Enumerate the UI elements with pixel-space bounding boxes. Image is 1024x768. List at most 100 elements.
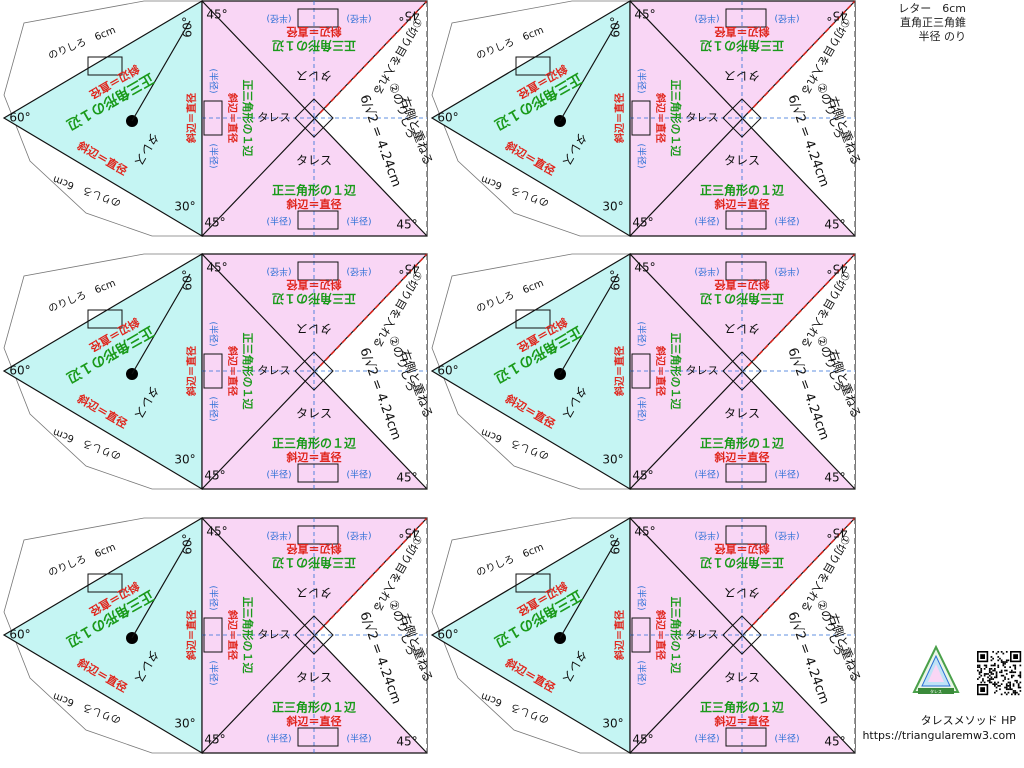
radius-tr: (半径) <box>774 13 799 25</box>
radius-line <box>559 273 619 375</box>
angle-45-d: 45° <box>396 735 417 749</box>
center-diamond <box>294 98 334 138</box>
thales-left: タレス <box>258 628 291 641</box>
side-bottom: 斜辺＝直径 <box>286 197 342 211</box>
eq-side-left: 正三角形の１辺 <box>669 80 683 157</box>
tab-box-cyan <box>515 309 551 329</box>
radius-tr: (半径) <box>346 13 371 25</box>
side-left: 斜辺＝直径 <box>654 609 667 660</box>
radius-tl: (半径) <box>694 530 719 542</box>
radius-tr: (半径) <box>774 266 799 278</box>
radius-l2: (半径) <box>636 396 648 421</box>
angle-60: 60° <box>437 628 458 642</box>
center-diamond <box>722 351 762 391</box>
eq-side-top: 正三角形の１辺 <box>700 39 784 54</box>
eq-side-top: 正三角形の１辺 <box>272 39 356 54</box>
radius-tr: (半径) <box>346 266 371 278</box>
thales-top: タレス <box>296 586 332 600</box>
angle-30: 30° <box>174 717 195 731</box>
eq-side-left: 正三角形の１辺 <box>241 333 255 410</box>
cut-line <box>747 517 856 631</box>
tab-box-cyan <box>515 573 551 593</box>
radius-l1: (半径) <box>636 321 648 346</box>
tab-box-top <box>297 8 339 28</box>
thales-bottom: タレス <box>724 407 760 421</box>
thales-top: タレス <box>296 322 332 336</box>
cut-region <box>314 518 427 753</box>
angle-60: 60° <box>9 111 30 125</box>
header-block: レター 6cm 直角正三角錐 半径 のり <box>898 2 966 44</box>
radius-tr: (半径) <box>774 530 799 542</box>
tab-box-left <box>203 353 223 389</box>
eq-side-bottom: 正三角形の１辺 <box>700 183 784 198</box>
eq-side-left: 正三角形の１辺 <box>669 597 683 674</box>
eq-side-left: 正三角形の１辺 <box>241 597 255 674</box>
angle-45-b: 45° <box>204 733 225 747</box>
radius-bl: (半径) <box>266 469 291 481</box>
footer-site-url: https://triangularemw3.com <box>862 729 1016 742</box>
side-cyan-edge: 斜辺＝直径 <box>613 610 626 661</box>
angle-45-d: 45° <box>824 735 845 749</box>
angle-45-a: 45° <box>206 261 227 275</box>
side-top: 斜辺＝直径 <box>715 25 771 39</box>
angle-45-a: 45° <box>206 525 227 539</box>
radius-l2: (半径) <box>208 143 220 168</box>
radius-line <box>559 20 619 122</box>
angle-45-c: 45° <box>826 9 847 23</box>
radius-l1: (半径) <box>208 321 220 346</box>
radius-tr: (半径) <box>346 530 371 542</box>
tab-box-top <box>725 8 767 28</box>
side-top: 斜辺＝直径 <box>287 542 343 556</box>
angle-60: 60° <box>9 628 30 642</box>
side-cyan-edge: 斜辺＝直径 <box>185 610 198 661</box>
side-top: 斜辺＝直径 <box>715 542 771 556</box>
tab-box-bottom <box>297 210 339 230</box>
cut-region <box>314 254 427 489</box>
radius-l2: (半径) <box>636 143 648 168</box>
qr-code-icon <box>976 650 1022 696</box>
angle-45-d: 45° <box>824 471 845 485</box>
logo-caption: タレス <box>930 688 942 694</box>
cut-region <box>742 254 855 489</box>
tab-box-left <box>631 617 651 653</box>
angle-30: 30° <box>602 200 623 214</box>
angle-60-b: 60° <box>609 16 623 37</box>
angle-30: 30° <box>602 717 623 731</box>
angle-45-c: 45° <box>826 262 847 276</box>
angle-60: 60° <box>437 364 458 378</box>
radius-line <box>559 537 619 639</box>
radius-l1: (半径) <box>636 585 648 610</box>
angle-45-c: 45° <box>398 526 419 540</box>
thales-left: タレス <box>686 628 719 641</box>
eq-side-top: 正三角形の１辺 <box>272 556 356 571</box>
radius-br: (半径) <box>774 733 799 745</box>
radius-l2: (半径) <box>208 396 220 421</box>
thales-left: タレス <box>258 364 291 377</box>
radius-bl: (半径) <box>694 469 719 481</box>
side-bottom: 斜辺＝直径 <box>714 197 770 211</box>
radius-l2: (半径) <box>208 660 220 685</box>
angle-45-c: 45° <box>398 9 419 23</box>
radius-br: (半径) <box>346 469 371 481</box>
tab-box-bottom <box>297 463 339 483</box>
thales-bottom: タレス <box>296 407 332 421</box>
side-left: 斜辺＝直径 <box>226 345 239 396</box>
thales-left: タレス <box>258 111 291 124</box>
thales-top: タレス <box>724 322 760 336</box>
side-bottom: 斜辺＝直径 <box>714 714 770 728</box>
angle-45-c: 45° <box>826 526 847 540</box>
cut-region <box>314 1 427 236</box>
radius-tl: (半径) <box>266 530 291 542</box>
tab-box-cyan <box>87 309 123 329</box>
side-left: 斜辺＝直径 <box>226 609 239 660</box>
angle-30: 30° <box>174 200 195 214</box>
tab-box-top <box>297 525 339 545</box>
angle-45-a: 45° <box>634 525 655 539</box>
cut-region <box>742 518 855 753</box>
radius-l1: (半径) <box>208 585 220 610</box>
side-cyan-edge: 斜辺＝直径 <box>185 346 198 397</box>
radius-line <box>131 537 191 639</box>
angle-45-a: 45° <box>634 261 655 275</box>
center-diamond <box>294 615 334 655</box>
